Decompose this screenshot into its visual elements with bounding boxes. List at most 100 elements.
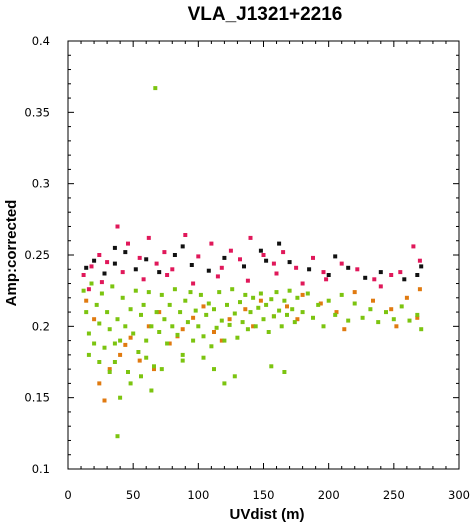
data-point-series-4 bbox=[144, 355, 149, 360]
data-point-series-4 bbox=[139, 374, 143, 379]
data-point-series-2 bbox=[146, 235, 151, 240]
data-point-series-4 bbox=[180, 352, 185, 357]
data-point-series-3 bbox=[371, 298, 375, 303]
data-point-series-4 bbox=[277, 308, 282, 313]
data-point-series-3 bbox=[227, 317, 232, 322]
data-point-series-3 bbox=[152, 367, 156, 372]
data-point-series-2 bbox=[389, 273, 394, 277]
data-point-series-4 bbox=[149, 324, 154, 329]
data-point-series-2 bbox=[97, 253, 102, 257]
data-point-series-4 bbox=[115, 317, 120, 322]
data-point-series-3 bbox=[285, 304, 289, 309]
data-point-series-3 bbox=[92, 317, 97, 322]
data-point-series-4 bbox=[264, 302, 269, 307]
data-point-series-3 bbox=[191, 315, 196, 320]
data-point-series-4 bbox=[248, 310, 253, 315]
data-point-series-1 bbox=[333, 254, 338, 259]
y-tick-label: 0.4 bbox=[32, 34, 50, 48]
data-point-series-4 bbox=[97, 360, 102, 364]
data-point-series-3 bbox=[219, 338, 224, 343]
data-point-series-4 bbox=[209, 344, 214, 349]
data-point-series-4 bbox=[154, 310, 159, 315]
data-point-series-4 bbox=[256, 305, 261, 310]
data-point-series-4 bbox=[115, 434, 120, 439]
data-point-series-3 bbox=[394, 324, 399, 329]
y-tick-label: 0.35 bbox=[24, 105, 50, 119]
x-tick-label: 150 bbox=[253, 488, 275, 502]
data-point-series-1 bbox=[222, 255, 227, 260]
data-point-series-4 bbox=[92, 341, 97, 346]
data-point-series-4 bbox=[419, 327, 424, 332]
data-point-series-1 bbox=[112, 245, 117, 250]
data-point-series-4 bbox=[146, 290, 151, 295]
data-point-series-1 bbox=[264, 258, 269, 263]
data-point-series-2 bbox=[105, 260, 110, 265]
data-point-series-2 bbox=[238, 257, 242, 262]
data-point-series-2 bbox=[324, 277, 329, 282]
x-tick-label: 50 bbox=[126, 488, 141, 502]
data-point-series-4 bbox=[399, 304, 404, 309]
data-point-series-3 bbox=[84, 298, 89, 303]
data-point-series-1 bbox=[189, 263, 194, 267]
data-point-series-4 bbox=[282, 370, 287, 374]
data-point-series-2 bbox=[154, 261, 159, 266]
data-point-series-4 bbox=[243, 292, 248, 297]
x-tick-label: 200 bbox=[318, 488, 340, 502]
data-point-series-2 bbox=[191, 281, 196, 286]
x-tick-label: 0 bbox=[64, 488, 71, 502]
data-point-series-4 bbox=[339, 292, 344, 297]
data-point-series-4 bbox=[107, 370, 112, 374]
data-point-series-4 bbox=[222, 381, 227, 386]
data-point-series-3 bbox=[342, 327, 347, 332]
data-point-series-2 bbox=[411, 244, 416, 249]
x-axis-label: UVdist (m) bbox=[230, 506, 305, 523]
data-point-series-4 bbox=[188, 290, 193, 295]
data-point-series-4 bbox=[201, 334, 206, 339]
data-point-series-2 bbox=[372, 277, 377, 282]
data-point-series-2 bbox=[398, 270, 403, 275]
data-point-series-2 bbox=[300, 281, 305, 286]
data-point-series-2 bbox=[339, 261, 344, 266]
data-point-series-4 bbox=[196, 324, 201, 329]
data-points bbox=[81, 86, 424, 439]
data-point-series-2 bbox=[274, 271, 279, 276]
data-point-series-1 bbox=[287, 260, 292, 265]
data-point-series-4 bbox=[311, 315, 315, 320]
data-point-series-2 bbox=[294, 265, 299, 270]
data-point-series-2 bbox=[281, 250, 286, 255]
data-point-series-2 bbox=[126, 241, 130, 246]
data-point-series-4 bbox=[240, 320, 245, 325]
data-point-series-1 bbox=[206, 268, 211, 273]
data-point-series-2 bbox=[81, 273, 86, 277]
y-axis: 0.1 0.15 0.2 0.25 0.3 0.35 0.4 bbox=[24, 34, 459, 476]
data-point-series-1 bbox=[157, 270, 162, 275]
data-point-series-3 bbox=[415, 315, 420, 320]
data-point-series-4 bbox=[84, 310, 89, 315]
data-point-series-4 bbox=[198, 292, 203, 297]
data-point-series-4 bbox=[165, 341, 170, 346]
data-point-series-3 bbox=[102, 398, 107, 403]
data-point-series-4 bbox=[245, 327, 250, 332]
data-point-series-4 bbox=[159, 292, 164, 297]
data-point-series-4 bbox=[269, 297, 274, 302]
data-point-series-4 bbox=[407, 318, 412, 323]
data-point-series-4 bbox=[292, 320, 297, 325]
data-point-series-3 bbox=[107, 367, 112, 372]
data-point-series-4 bbox=[152, 364, 156, 369]
data-point-series-4 bbox=[131, 331, 136, 336]
data-point-series-1 bbox=[84, 265, 89, 270]
data-point-series-2 bbox=[170, 267, 175, 272]
x-tick-label: 100 bbox=[187, 488, 209, 502]
data-point-series-4 bbox=[170, 324, 175, 329]
data-point-series-4 bbox=[376, 320, 381, 325]
y-tick-label: 0.2 bbox=[32, 319, 50, 333]
data-point-series-2 bbox=[311, 255, 315, 260]
data-point-series-4 bbox=[235, 335, 240, 340]
data-point-series-4 bbox=[346, 318, 351, 323]
data-point-series-3 bbox=[318, 301, 323, 306]
data-point-series-2 bbox=[261, 253, 266, 257]
data-point-series-4 bbox=[118, 338, 123, 343]
data-point-series-4 bbox=[193, 308, 198, 313]
data-point-series-3 bbox=[123, 342, 128, 347]
